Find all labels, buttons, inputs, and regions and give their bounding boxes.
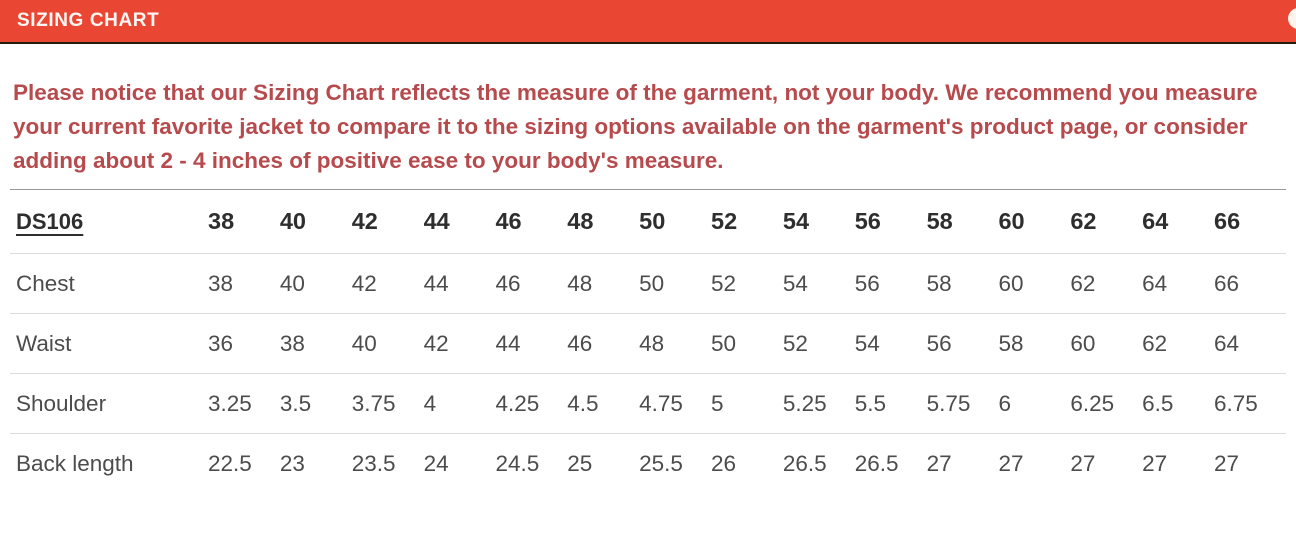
measurement-value: 27 <box>926 450 952 476</box>
measurement-value: 44 <box>495 330 521 356</box>
measurement-value: 26.5 <box>854 450 899 476</box>
measurement-value: 38 <box>279 330 305 356</box>
sizing-table-container: DS106 38 40 42 44 46 48 50 52 54 56 58 60 62 64 66 Che… <box>10 189 1286 494</box>
measurement-value: 50 <box>639 270 665 296</box>
measurement-value: 62 <box>1070 270 1096 296</box>
measurement-value: 6.75 <box>1214 390 1258 416</box>
measurement-value: 40 <box>279 270 305 296</box>
measurement-value: 23 <box>279 450 305 476</box>
size-column-header: 48 <box>567 208 594 234</box>
measurement-value: 36 <box>208 330 234 356</box>
measurement-value: 60 <box>998 270 1024 296</box>
measurement-value: 27 <box>1142 450 1168 476</box>
accordion-indicator-icon[interactable] <box>1288 8 1296 29</box>
sizing-notice-text: Please notice that our Sizing Chart refl… <box>13 80 1258 173</box>
measurement-value: 25.5 <box>639 450 683 476</box>
measurement-value: 54 <box>854 330 880 356</box>
size-column-header: 64 <box>1142 208 1169 234</box>
measurement-row: Shoulder 3.25 3.5 3.75 4 4.25 4.5 4.75 5 5.25 5.5 5… <box>10 374 1286 434</box>
measurement-value: 50 <box>711 330 737 356</box>
measurement-value: 40 <box>351 330 377 356</box>
measurement-value: 3.5 <box>279 390 312 416</box>
size-column-header: 58 <box>926 208 953 234</box>
measurement-value: 64 <box>1214 330 1240 356</box>
measurement-value: 6 <box>998 390 1011 416</box>
section-title: SIZING CHART <box>17 10 160 31</box>
measurement-value: 46 <box>495 270 521 296</box>
measurement-value: 5.5 <box>854 390 887 416</box>
sizing-chart-accordion-header[interactable]: SIZING CHART <box>0 0 1296 44</box>
measurement-value: 52 <box>782 330 808 356</box>
measurement-value: 6.25 <box>1070 390 1115 416</box>
measurement-value: 4.25 <box>495 390 540 416</box>
measurement-row: Chest 38 40 42 44 46 48 50 52 54 56 58 60 62 64 66 <box>10 254 1286 314</box>
measurement-value: 56 <box>926 330 952 356</box>
size-column-header: 66 <box>1214 208 1241 234</box>
measurement-value: 3.75 <box>351 390 396 416</box>
size-column-header: 62 <box>1070 208 1097 234</box>
size-header-row: DS106 38 40 42 44 46 48 50 52 54 56 58 60 62 64 66 <box>10 189 1286 254</box>
measurement-label: Waist <box>16 330 72 356</box>
size-column-header: 42 <box>351 208 378 234</box>
size-column-header: 40 <box>279 208 306 234</box>
measurement-value: 64 <box>1142 270 1168 296</box>
measurement-label: Shoulder <box>16 390 107 416</box>
measurement-value: 24 <box>423 450 449 476</box>
measurement-row: Waist 36 38 40 42 44 46 48 50 52 54 56 58 60 62 64 <box>10 314 1286 374</box>
measurement-label: Back length <box>16 450 134 476</box>
measurement-value: 5.25 <box>782 390 827 416</box>
measurement-label: Chest <box>16 270 75 296</box>
measurement-value: 26 <box>711 450 737 476</box>
measurement-value: 22.5 <box>208 450 252 476</box>
measurement-value: 4.75 <box>639 390 683 416</box>
measurement-value: 23.5 <box>351 450 396 476</box>
measurement-value: 42 <box>351 270 377 296</box>
measurement-value: 26.5 <box>782 450 827 476</box>
measurement-value: 48 <box>639 330 665 356</box>
measurement-value: 24.5 <box>495 450 540 476</box>
size-column-header: 54 <box>782 208 810 234</box>
measurement-value: 4 <box>423 390 437 416</box>
measurement-value: 5 <box>711 390 724 416</box>
sizing-table-body: Chest 38 40 42 44 46 48 50 52 54 56 58 60 62 64 66 Waist… <box>10 254 1286 494</box>
measurement-value: 38 <box>208 270 234 296</box>
measurement-value: 56 <box>854 270 880 296</box>
measurement-value: 27 <box>1070 450 1096 476</box>
model-number-header: DS106 <box>16 208 84 234</box>
measurement-value: 58 <box>926 270 952 296</box>
measurement-value: 6.5 <box>1142 390 1174 416</box>
measurement-value: 46 <box>567 330 593 356</box>
size-column-header: 38 <box>208 208 235 234</box>
measurement-value: 3.25 <box>208 390 252 416</box>
measurement-value: 48 <box>567 270 593 296</box>
size-column-header: 56 <box>854 208 881 234</box>
size-column-header: 60 <box>998 208 1025 234</box>
size-column-header: 52 <box>711 208 738 234</box>
sizing-table: DS106 38 40 42 44 46 48 50 52 54 56 58 60 62 64 66 Che… <box>10 189 1286 494</box>
measurement-value: 66 <box>1214 270 1240 296</box>
measurement-value: 52 <box>711 270 737 296</box>
measurement-value: 5.75 <box>926 390 971 416</box>
measurement-value: 4.5 <box>567 390 599 416</box>
measurement-value: 60 <box>1070 330 1096 356</box>
measurement-value: 58 <box>998 330 1024 356</box>
size-column-header: 44 <box>423 208 450 234</box>
measurement-value: 25 <box>567 450 593 476</box>
measurement-value: 27 <box>1214 450 1240 476</box>
measurement-value: 54 <box>782 270 808 296</box>
measurement-value: 42 <box>423 330 449 356</box>
size-column-header: 50 <box>639 208 666 234</box>
measurement-value: 62 <box>1142 330 1168 356</box>
size-column-header: 46 <box>495 208 522 234</box>
measurement-value: 44 <box>423 270 449 296</box>
measurement-row: Back length 22.5 23 23.5 24 24.5 25 25.5 26 26.5 2… <box>10 434 1286 494</box>
measurement-value: 27 <box>998 450 1024 476</box>
